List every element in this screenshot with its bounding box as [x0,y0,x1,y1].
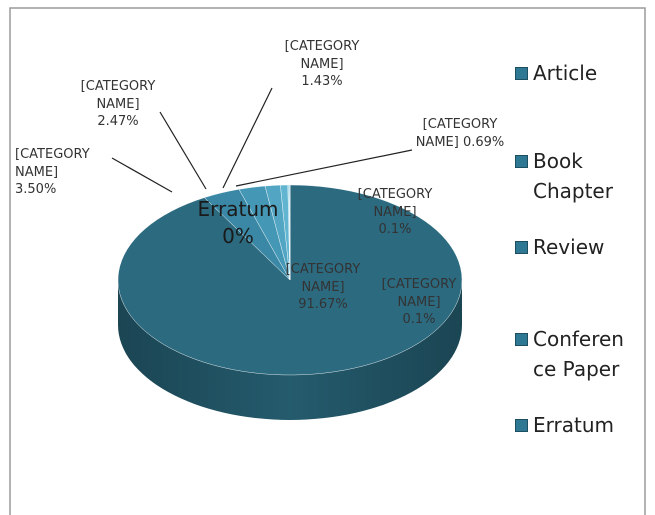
legend-item: Article [515,58,628,88]
legend-item: Review [515,232,628,262]
legend-label: Book Chapter [533,149,613,203]
leader-line [111,157,173,193]
pie-side [118,280,462,420]
chart-frame [9,7,646,515]
legend-swatch [515,333,528,346]
data-label-category: [CATEGORY NAME] [357,187,433,220]
data-label-value: 91.67% [298,297,348,313]
data-label: [CATEGORY NAME] 91.67% [278,261,368,314]
leader-line [159,111,207,190]
leader-line [222,87,273,189]
leader-line [235,149,413,187]
data-label-value: 3.50% [15,182,57,198]
data-label: Erratum 0% [193,196,283,250]
data-label: [CATEGORY NAME] 0.69% [405,116,515,151]
data-label-category: [CATEGORY NAME] [415,117,498,150]
data-label: [CATEGORY NAME] 0.1% [373,276,465,329]
data-label-category: [CATEGORY NAME] [381,277,457,310]
data-label-value: 2.47% [97,114,139,130]
data-label: [CATEGORY NAME] 3.50% [15,146,115,199]
data-label-category: [CATEGORY NAME] [15,147,90,180]
legend-item: Erratum [515,410,628,440]
legend-swatch [515,241,528,254]
data-label-category: Erratum [197,197,279,221]
data-label: [CATEGORY NAME] 2.47% [72,78,164,131]
leader-lines [111,87,413,193]
legend-item: Book Chapter [515,146,628,206]
data-label-value: 0.69% [462,134,505,150]
data-label-category: [CATEGORY NAME] [80,79,156,112]
legend-item: Conference Paper [515,324,628,384]
data-label: [CATEGORY NAME] 1.43% [276,38,368,91]
data-label-value: 0.1% [402,312,436,328]
legend-swatch [515,67,528,80]
data-label-category: [CATEGORY NAME] [285,262,361,295]
data-label: [CATEGORY NAME] 0.1% [350,186,440,239]
legend-swatch [515,419,528,432]
legend-label: Article [533,61,598,85]
data-label-value: 0% [222,224,254,248]
data-label-value: 0.1% [378,222,412,238]
legend-label: Review [533,235,605,259]
legend-swatch [515,155,528,168]
legend-label: Erratum [533,413,614,437]
legend-label: Conference Paper [533,327,624,381]
data-label-category: [CATEGORY NAME] [284,39,360,72]
data-label-value: 1.43% [301,74,343,90]
pie [117,184,463,420]
